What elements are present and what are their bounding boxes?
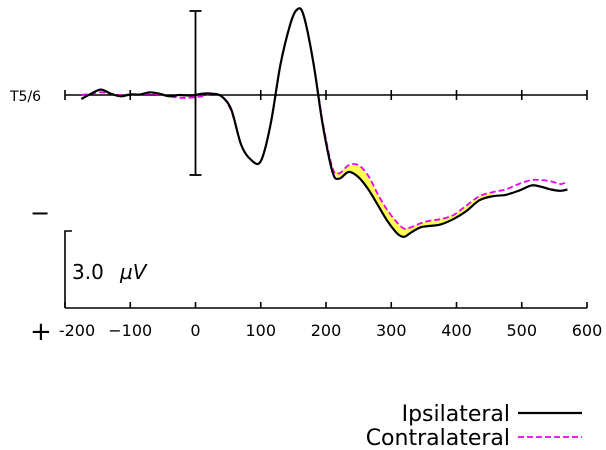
scale-bar-unit-label: µV — [119, 260, 148, 284]
polarity-minus-label: − — [30, 199, 50, 227]
x-tick-label: 600 — [572, 321, 603, 340]
text-layer: T5/6 − +3.0 µV -200 −100 0 100 200 300 400 500 600 — [9, 89, 602, 347]
scale-bar — [64, 230, 72, 308]
legend-label-ipsilateral: Ipsilateral — [402, 402, 510, 427]
series-line-ipsilateral — [80, 7, 568, 238]
x-tick-label: -200 — [59, 321, 95, 340]
x-tick-label: 200 — [311, 321, 342, 340]
x-tick-label: 100 — [245, 321, 276, 340]
series-layer — [80, 7, 568, 238]
x-tick-label: −100 — [108, 321, 152, 340]
x-tick-label: 500 — [506, 321, 537, 340]
scale-bar-value-label: 3.0 — [72, 260, 104, 284]
legend-label-contralateral: Contralateral — [366, 426, 510, 450]
channel-label: T5/6 — [9, 89, 41, 105]
polarity-plus-label: + — [30, 317, 52, 347]
x-tick-label: 400 — [441, 321, 472, 340]
x-tick-label: 300 — [376, 321, 407, 340]
axes-layer — [64, 10, 588, 309]
x-tick-label: 0 — [190, 321, 200, 340]
